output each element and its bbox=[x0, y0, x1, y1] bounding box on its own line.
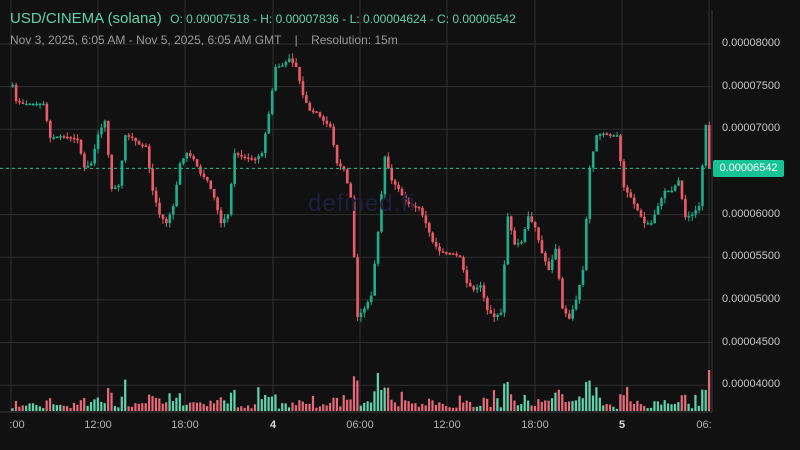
price-tick-label: 0.00005500 bbox=[722, 250, 781, 263]
time-tick-label: :00 bbox=[9, 419, 25, 431]
time-tick-label: 18:00 bbox=[521, 419, 549, 431]
ohlc-values: O: 0.00007518 - H: 0.00007836 - L: 0.000… bbox=[170, 12, 516, 26]
resolution-label: Resolution: 15m bbox=[311, 33, 398, 47]
price-tick-label: 0.00005000 bbox=[722, 292, 781, 305]
price-tick-label: 0.00004500 bbox=[722, 335, 781, 348]
chart-header: USD/CINEMA (solana) O: 0.00007518 - H: 0… bbox=[10, 10, 516, 28]
date-range: Nov 3, 2025, 6:05 AM - Nov 5, 2025, 6:05… bbox=[10, 33, 282, 47]
price-tick-label: 0.00006000 bbox=[722, 207, 781, 220]
time-tick-label: 06: bbox=[696, 419, 712, 431]
time-tick-label: 12:00 bbox=[84, 419, 112, 431]
price-tick-label: 0.00008000 bbox=[722, 37, 781, 49]
time-tick-label: 5 bbox=[618, 419, 626, 431]
time-tick-label: 06:00 bbox=[346, 419, 374, 431]
watermark: defined.fi bbox=[308, 190, 416, 217]
chart-subheader: Nov 3, 2025, 6:05 AM - Nov 5, 2025, 6:05… bbox=[10, 33, 398, 47]
pair-title: USD/CINEMA (solana) bbox=[10, 10, 162, 27]
time-tick-label: 12:00 bbox=[433, 419, 461, 431]
price-tick-label: 0.00007000 bbox=[722, 122, 781, 135]
price-tick-label: 0.00007500 bbox=[722, 79, 781, 92]
time-tick-label: 18:00 bbox=[171, 419, 199, 431]
time-tick-label: 4 bbox=[269, 419, 277, 431]
price-tick-label: 0.00004000 bbox=[722, 378, 781, 391]
separator: | bbox=[294, 33, 298, 47]
last-price-badge: 0.00006542 bbox=[713, 160, 784, 177]
